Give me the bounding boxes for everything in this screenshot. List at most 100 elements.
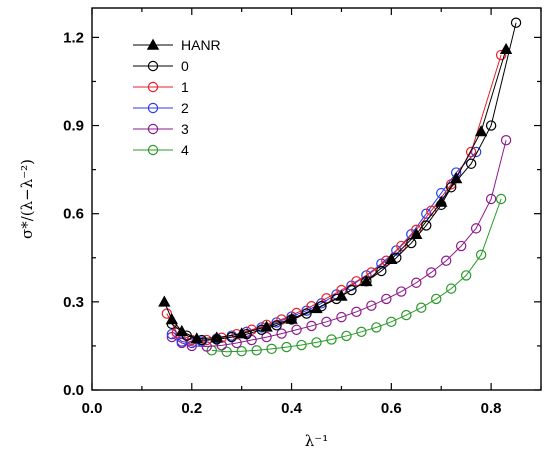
data-point: [261, 331, 272, 343]
data-point: [251, 345, 262, 356]
data-point: [499, 42, 513, 54]
y-axis-label: σ*/(λ−λ⁻²): [18, 159, 36, 239]
legend-item: 3: [133, 121, 189, 137]
data-point: [470, 223, 482, 234]
series-line: [171, 22, 517, 341]
y-tick-label: 0.9: [63, 118, 84, 135]
legend-label: 3: [181, 121, 189, 137]
legend-item: 0: [133, 58, 189, 74]
data-point: [460, 270, 472, 281]
data-point: [421, 208, 432, 219]
data-point: [376, 265, 387, 277]
data-point: [446, 283, 457, 294]
legend-marker: [147, 144, 159, 156]
data-point: [321, 316, 332, 328]
data-point: [291, 324, 302, 335]
x-tick-label: 0.6: [381, 400, 402, 417]
data-point: [386, 316, 397, 328]
data-point: [301, 308, 312, 319]
data-point: [366, 300, 377, 311]
data-point: [356, 326, 367, 338]
legend-marker: [147, 60, 159, 72]
legend-label: 0: [181, 58, 189, 74]
data-point: [190, 332, 203, 344]
x-tick-label: 0.2: [181, 400, 202, 417]
data-point: [351, 306, 362, 318]
legend-marker: [147, 81, 159, 93]
legend-item: 1: [133, 79, 189, 95]
data-point: [385, 252, 398, 265]
data-point: [326, 334, 337, 345]
series-line: [166, 54, 502, 341]
data-point: [260, 320, 273, 332]
legend-label: HANR: [181, 37, 221, 53]
data-point: [381, 293, 392, 305]
data-point: [500, 135, 512, 146]
legend-item: HANR: [133, 37, 221, 53]
data-point: [311, 337, 322, 348]
data-point: [165, 313, 179, 325]
data-point: [475, 249, 487, 261]
legend-marker: [147, 123, 159, 135]
series-line: [171, 140, 507, 348]
axis-ticks: 0.0 0.2 0.4 0.6 0.8 0.0 0.3 0.6 0.9 1.2: [63, 8, 542, 417]
data-point: [416, 302, 427, 313]
data-point: [485, 193, 497, 205]
y-tick-label: 0.0: [63, 382, 84, 399]
data-point: [426, 267, 437, 278]
series-3: [166, 135, 512, 352]
legend-item: 2: [133, 100, 189, 116]
data-point: [371, 322, 382, 333]
x-tick-label: 0.0: [82, 400, 103, 417]
data-point: [510, 17, 522, 28]
data-point: [410, 227, 423, 240]
data-point: [465, 158, 477, 169]
data-point: [335, 289, 348, 301]
legend-label: 1: [181, 79, 189, 95]
x-tick-label: 0.8: [481, 400, 502, 417]
data-point: [360, 274, 373, 287]
data-point: [221, 346, 232, 357]
data-point: [210, 331, 223, 343]
series-line: [171, 151, 477, 344]
data-point: [474, 125, 488, 137]
plot-frame: [91, 7, 542, 391]
data-point: [435, 195, 448, 207]
legend: HANR 0 1 2 3 4: [133, 37, 221, 158]
data-point: [158, 295, 171, 307]
y-tick-label: 0.3: [63, 294, 84, 311]
data-point: [296, 339, 307, 351]
legend-label: 4: [181, 142, 189, 158]
legend-marker: [147, 102, 159, 114]
data-point: [495, 49, 507, 61]
series-line: [211, 198, 502, 353]
data-point: [455, 240, 467, 252]
data-point: [281, 341, 292, 353]
data-point: [396, 286, 407, 297]
data-point: [351, 276, 362, 287]
data-point: [166, 328, 178, 340]
chart-marks: [158, 17, 522, 357]
data-point: [441, 255, 452, 266]
series-4: [206, 193, 507, 357]
data-point: [485, 120, 497, 131]
x-axis-label: λ⁻¹: [305, 432, 328, 450]
data-point: [285, 312, 298, 324]
data-point: [401, 309, 412, 321]
data-point: [336, 311, 347, 323]
x-tick-label: 0.4: [281, 400, 303, 417]
data-point: [266, 343, 277, 355]
series-hanr: [158, 42, 513, 344]
data-point: [346, 284, 357, 296]
data-point: [396, 240, 407, 252]
data-point: [341, 330, 352, 342]
data-point: [276, 328, 287, 339]
data-point: [310, 301, 323, 314]
y-tick-label: 1.2: [63, 29, 84, 46]
data-point: [175, 324, 188, 337]
data-point: [465, 146, 477, 158]
y-tick-label: 0.6: [63, 206, 84, 223]
data-point: [306, 320, 317, 332]
data-point: [450, 172, 463, 184]
